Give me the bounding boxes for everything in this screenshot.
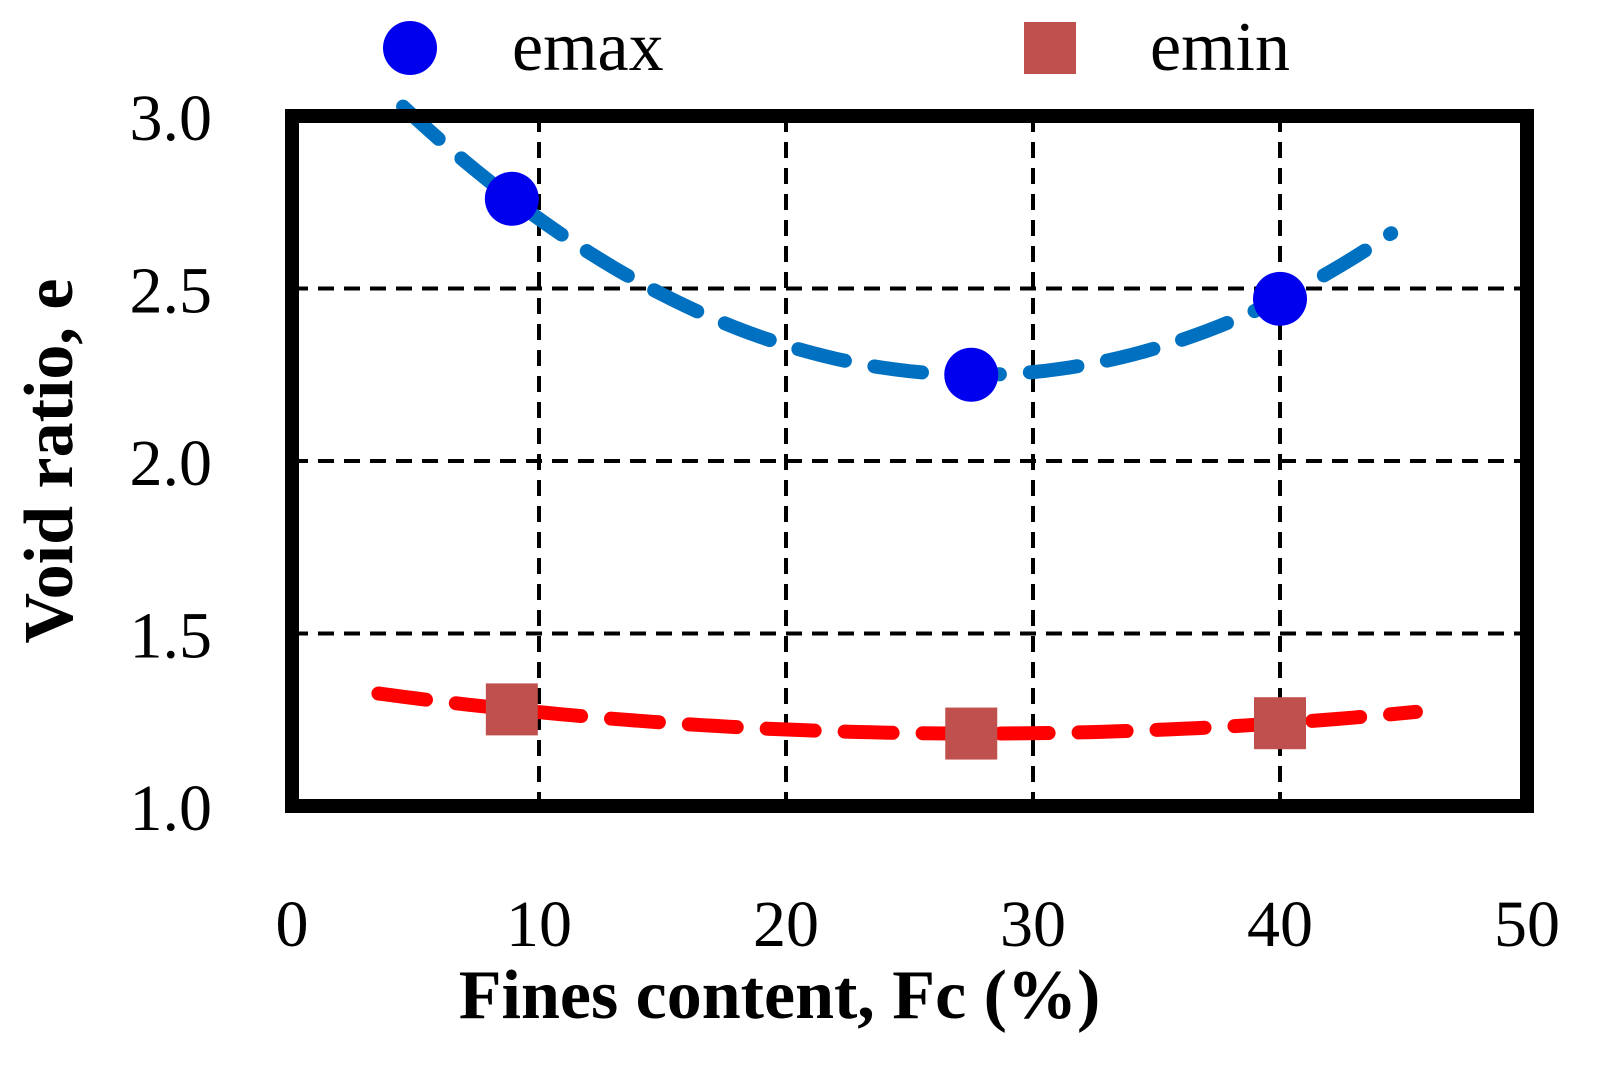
- x-tick-label-0: 0: [276, 888, 309, 961]
- trend-line-emin: [371, 686, 1423, 741]
- data-markers: [484, 171, 1307, 760]
- y-tick-label-2.5: 2.5: [130, 255, 213, 328]
- marker-emin-1: [945, 707, 998, 760]
- marker-emax-2: [1253, 271, 1307, 326]
- marker-emin-2: [1254, 697, 1306, 750]
- marker-emax-0: [484, 171, 539, 226]
- legend-marker-emax: [383, 21, 437, 75]
- y-tick-label-2.0: 2.0: [130, 427, 213, 500]
- x-tick-label-20: 20: [753, 888, 819, 961]
- legend-marker-emin: [1024, 22, 1076, 74]
- y-tick-label-1.0: 1.0: [130, 772, 213, 845]
- y-tick-label-3.0: 3.0: [130, 82, 213, 155]
- legend-label-emax: emax: [512, 9, 664, 86]
- y-axis-title: Void ratio, e: [11, 279, 88, 644]
- marker-emax-1: [944, 347, 999, 402]
- x-tick-labels: 0 10 20 30 40 50: [276, 888, 1561, 961]
- legend: emax emin: [383, 9, 1290, 86]
- marker-emin-0: [485, 683, 538, 736]
- trend-lines: [371, 99, 1423, 741]
- legend-label-emin: emin: [1150, 9, 1290, 86]
- x-axis-title: Fines content, Fc (%): [459, 957, 1101, 1034]
- x-tick-label-10: 10: [506, 888, 572, 961]
- trend-line-emax: [396, 99, 1399, 382]
- grid-lines: [292, 116, 1527, 806]
- x-tick-label-40: 40: [1247, 888, 1313, 961]
- y-tick-labels: 1.0 1.5 2.0 2.5 3.0: [130, 82, 213, 845]
- x-tick-label-30: 30: [1000, 888, 1066, 961]
- x-tick-label-50: 50: [1494, 888, 1560, 961]
- y-tick-label-1.5: 1.5: [130, 600, 213, 673]
- plot-frame: [285, 109, 1534, 813]
